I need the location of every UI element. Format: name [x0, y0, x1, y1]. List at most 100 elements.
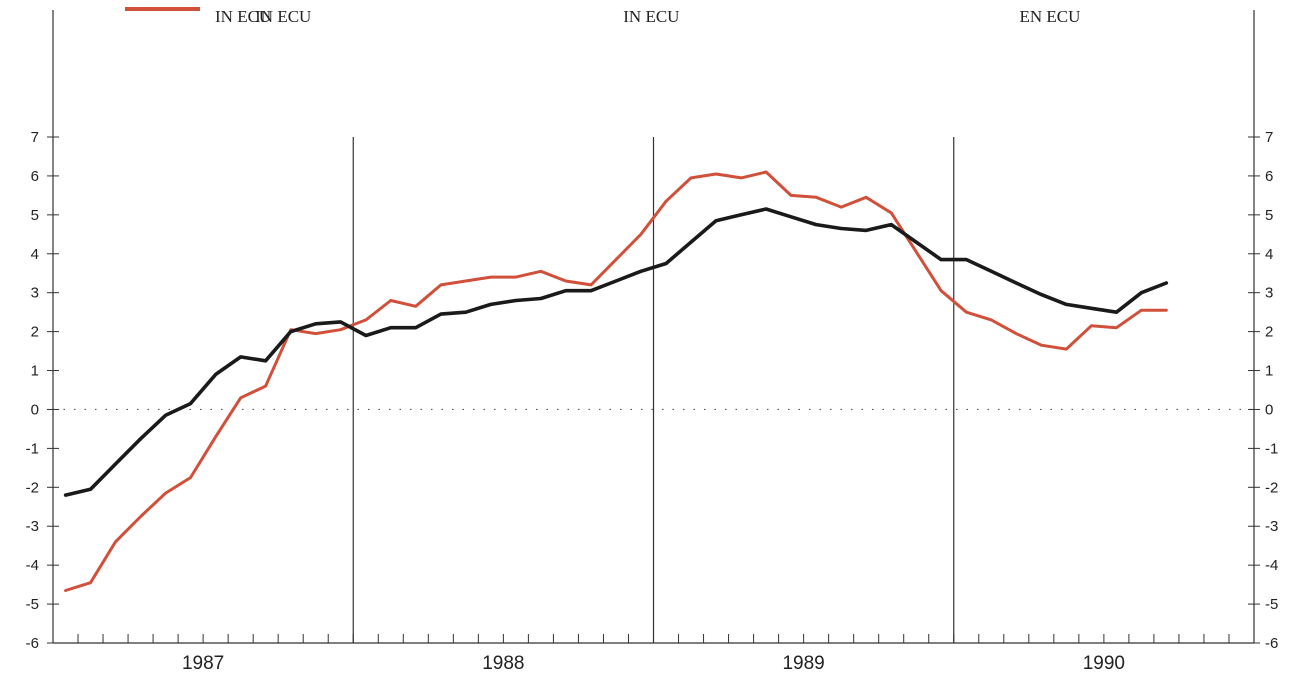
series-0-point [389, 299, 392, 302]
year-label-1987: 1987 [182, 653, 224, 673]
series-0-point [739, 176, 743, 180]
series-1-point [339, 320, 342, 324]
series-1-point [239, 355, 242, 359]
series-line-0 [64, 170, 1168, 592]
series-0-point [614, 258, 618, 261]
series-0-point [239, 396, 242, 399]
y-tick-label-right: -2 [1265, 479, 1278, 496]
series-0-point [139, 515, 142, 518]
header-label-1: IN ECU [623, 7, 679, 26]
series-1-point [1015, 281, 1018, 285]
y-tick-label-right: 7 [1265, 129, 1273, 146]
chart-legend: IN ECU [125, 7, 271, 26]
series-1-point [1165, 281, 1168, 285]
series-0-point [639, 233, 643, 236]
series-1-point [314, 322, 317, 326]
series-1-point [990, 270, 993, 273]
series-1-point [915, 240, 918, 244]
series-0-point [539, 270, 543, 273]
series-1-point [589, 289, 593, 292]
y-tick-label-left: 1 [31, 363, 39, 380]
series-0-point [214, 435, 217, 438]
header-label-2: EN ECU [1020, 7, 1081, 26]
y-tick-label-left: -1 [26, 440, 39, 457]
series-0-point [939, 289, 943, 292]
series-0-point [815, 196, 818, 199]
series-1-point [965, 258, 968, 261]
series-1-point [189, 402, 192, 405]
series-0-point [714, 172, 718, 176]
series-1-point [939, 258, 943, 261]
y-tick-label-right: 5 [1265, 207, 1273, 224]
series-1-point [89, 488, 92, 491]
series-0-point [339, 328, 342, 331]
y-tick-label-left: -6 [26, 635, 39, 652]
series-1-point [164, 414, 167, 417]
year-label-1988: 1988 [482, 653, 524, 673]
series-0-point [965, 310, 968, 314]
series-0-point [1165, 309, 1168, 312]
y-tick-label-right: -4 [1265, 557, 1278, 574]
series-1-point [214, 373, 217, 376]
series-0-point [890, 211, 893, 215]
y-tick-label-left: 2 [31, 324, 39, 341]
series-0-point [1015, 332, 1018, 335]
series-0-point [990, 318, 993, 322]
series-1-point [864, 229, 868, 232]
series-0-point [314, 332, 317, 335]
series-1-point [1090, 307, 1093, 310]
y-tick-label-left: -5 [26, 596, 39, 613]
y-tick-label-right: 2 [1265, 324, 1273, 341]
series-0-point [1115, 326, 1118, 329]
series-0-point [764, 170, 768, 174]
header-label-0: IN ECU [255, 7, 311, 26]
series-0-point [514, 275, 518, 279]
y-tick-label-left: 5 [31, 207, 39, 224]
series-layer [63, 170, 1169, 592]
series-1-point [714, 219, 718, 222]
series-0-point [864, 196, 868, 199]
chart-labels: -6 -6 -5 -5 -4 -4 -3 -3 -2 -2 -1 -1 0 0 1 1 2 2 3 3 4 4 5 5 6 6 7 7… [26, 7, 1279, 673]
y-tick-label-right: 1 [1265, 363, 1273, 380]
series-1-point [364, 334, 368, 337]
y-tick-label-left: -2 [26, 479, 39, 496]
series-0-point [264, 384, 267, 388]
series-1-point [1065, 303, 1068, 306]
chart-grid [53, 137, 1254, 643]
series-0-point [189, 476, 192, 479]
legend-label: IN ECU [215, 7, 271, 26]
series-0-point [1040, 344, 1043, 347]
series-0-point [1090, 324, 1093, 327]
series-0-point [839, 205, 843, 209]
y-tick-label-right: -3 [1265, 518, 1278, 535]
y-tick-label-left: 7 [31, 129, 39, 146]
series-1-point [514, 299, 518, 302]
y-tick-label-left: -4 [26, 557, 39, 574]
y-tick-label-left: 4 [31, 246, 39, 263]
year-label-1990: 1990 [1083, 653, 1125, 673]
series-1-point [664, 262, 668, 265]
series-1-point [1115, 310, 1118, 314]
series-1-point [539, 297, 543, 300]
series-1-point [1140, 291, 1143, 294]
series-1-point [289, 330, 292, 333]
series-0-point [1065, 347, 1068, 351]
series-1-point [614, 279, 618, 283]
series-0-point [564, 279, 568, 283]
series-1-point [439, 312, 443, 316]
y-tick-label-left: 0 [31, 401, 39, 418]
series-1-point [739, 213, 743, 217]
series-1-point [839, 227, 843, 230]
series-0-point [164, 491, 167, 495]
series-1-point [264, 359, 267, 363]
chart-axes [47, 136, 1260, 644]
series-1-point [890, 223, 893, 226]
series-0-point [789, 194, 793, 197]
y-tick-label-right: 0 [1265, 401, 1273, 418]
y-tick-label-right: 6 [1265, 168, 1273, 185]
series-0-point [689, 176, 693, 180]
series-1-point [139, 437, 142, 440]
y-tick-label-left: 6 [31, 168, 39, 185]
y-tick-label-left: -3 [26, 518, 39, 535]
y-tick-label-right: -1 [1265, 440, 1278, 457]
